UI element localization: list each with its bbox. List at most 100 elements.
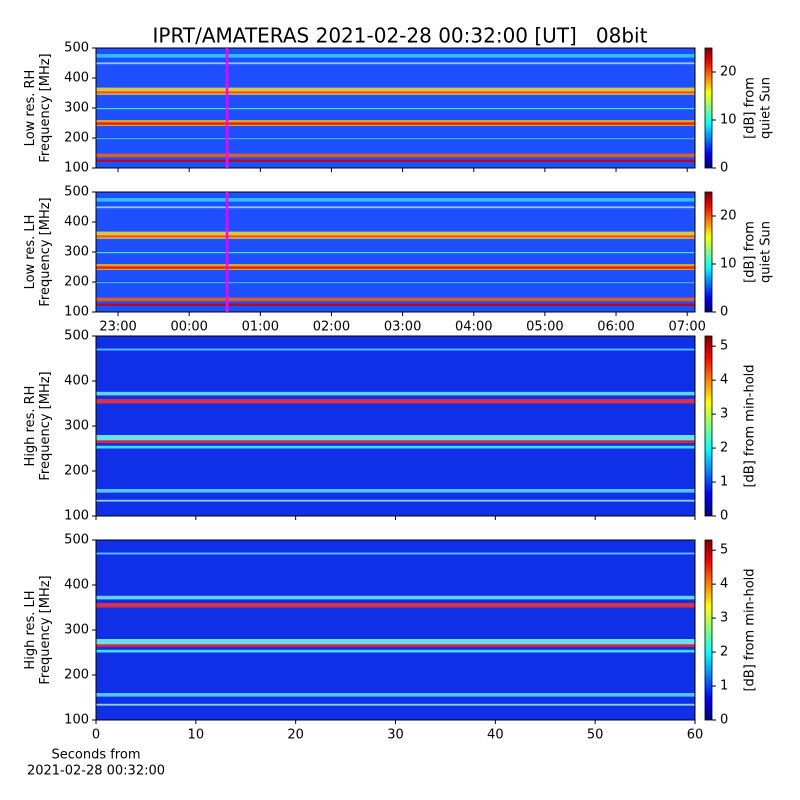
x-tick-label: 06:00 [597,320,634,335]
colorbar-tick-label: 1 [720,679,728,694]
colorbar-label: quiet Sun [759,221,774,283]
x-axis-label: 2021-02-28 00:32:00 [27,764,165,779]
y-tick-label: 200 [64,464,89,479]
y-tick-label: 400 [64,374,89,389]
colorbar-label: [dB] from [743,221,758,283]
colorbar-tick-label: 10 [720,257,737,272]
spectrogram-band [96,603,695,608]
y-tick-label: 300 [64,623,89,638]
y-tick-label: 100 [64,305,89,320]
spectrogram-band [96,445,695,449]
x-tick-label: 04:00 [455,320,492,335]
spectrogram-band [96,639,695,645]
colorbar-tick-label: 20 [720,209,737,224]
colorbar-tick-label: 10 [720,113,737,128]
y-tick-label: 500 [64,533,89,548]
colorbar-label: [dB] from min-hold [743,364,758,487]
colorbar-tick-label: 0 [720,713,728,728]
spectrogram-band [96,399,695,404]
x-tick-label: 50 [587,728,604,743]
x-tick-label: 05:00 [526,320,563,335]
colorbar [704,335,713,517]
spectrogram-band [96,595,695,600]
y-axis-label: Low res. LH [23,215,38,290]
y-tick-label: 100 [64,161,89,176]
x-tick-label: 0 [92,728,100,743]
y-tick-label: 100 [64,509,89,524]
spectrogram-band [96,138,695,140]
colorbar-tick-label: 5 [720,543,728,558]
spectrogram-band [96,235,695,238]
colorbar [704,47,713,169]
colorbar-tick-label: 1 [720,475,728,490]
colorbar-tick-label: 2 [720,645,728,660]
x-tick-label: 02:00 [313,320,350,335]
y-axis-label: Frequency [MHz] [38,371,53,480]
y-axis-label: High res. LH [23,590,38,669]
y-tick-label: 400 [64,215,89,230]
spectrogram-band [96,391,695,396]
x-tick-label: 20 [287,728,304,743]
colorbar [704,539,713,721]
y-axis-label: Frequency [MHz] [38,53,53,162]
x-tick-label: 23:00 [99,320,136,335]
x-tick-label: 60 [687,728,704,743]
spectrogram-band [96,693,695,697]
spectrogram-band [96,206,695,209]
colorbar-tick-label: 0 [720,305,728,320]
colorbar-label: [dB] from min-hold [743,568,758,691]
y-tick-label: 500 [64,329,89,344]
spectrogram-band [96,122,695,125]
colorbar-tick-label: 5 [720,339,728,354]
spectrogram-band [96,108,695,110]
y-tick-label: 400 [64,71,89,86]
y-axis-label: Frequency [MHz] [38,197,53,306]
colorbar-tick-label: 20 [720,65,737,80]
colorbar-tick-label: 3 [720,407,728,422]
y-tick-label: 200 [64,131,89,146]
colorbar-tick-label: 0 [720,161,728,176]
spectrogram-band [96,91,695,94]
x-tick-label: 40 [487,728,504,743]
colorbar-tick-label: 0 [720,509,728,524]
spectrogram-band [96,303,695,306]
y-tick-label: 300 [64,101,89,116]
x-tick-label: 01:00 [242,320,279,335]
colorbar-tick-label: 4 [720,373,728,388]
spectrogram-band [96,266,695,269]
colorbar-tick-label: 4 [720,577,728,592]
x-tick-label: 00:00 [170,320,207,335]
y-axis-label: Low res. RH [23,70,38,147]
spectrogram-band [96,499,695,502]
y-tick-label: 500 [64,185,89,200]
spectrogram-band [96,198,695,202]
spectrogram-background [96,540,695,720]
figure-title: IPRT/AMATERAS 2021-02-28 00:32:00 [UT] 0… [153,24,648,48]
spectrogram-band [96,62,695,65]
spectrogram-band [96,435,695,441]
y-tick-label: 200 [64,275,89,290]
y-tick-label: 200 [64,668,89,683]
y-axis-label: Frequency [MHz] [38,575,53,684]
spectrogram-band [96,282,695,284]
spectrogram-band [96,153,695,158]
x-tick-label: 30 [387,728,404,743]
colorbar-label: [dB] from [743,77,758,139]
spectrogram-band [96,348,695,351]
colorbar-tick-label: 3 [720,611,728,626]
spectrogram-band [96,54,695,58]
y-tick-label: 300 [64,419,89,434]
spectrogram-band [96,159,695,162]
y-tick-label: 300 [64,245,89,260]
x-tick-label: 10 [188,728,205,743]
y-axis-label: High res. RH [23,386,38,467]
colorbar-tick-label: 2 [720,441,728,456]
spectrogram-band [96,649,695,653]
spectrogram-band [96,297,695,302]
spectrogram-band [96,644,695,648]
spectrogram-background [96,336,695,516]
spectrogram-band [96,489,695,493]
spectrogram-band [96,703,695,706]
colorbar-label: quiet Sun [759,77,774,139]
